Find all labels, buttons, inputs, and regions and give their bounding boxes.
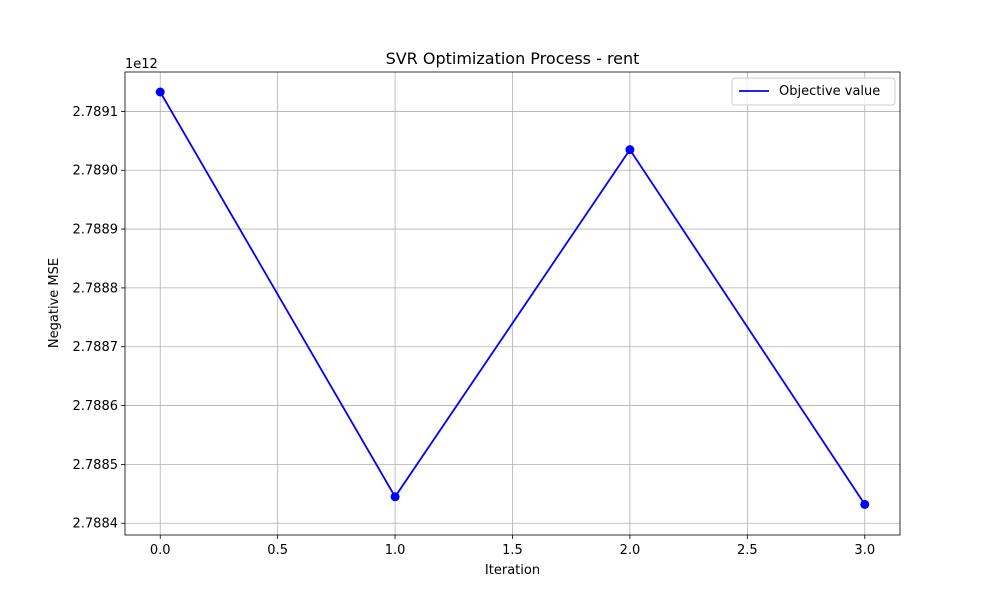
y-tick-label: 2.7889	[73, 223, 119, 238]
legend-box	[731, 77, 896, 106]
y-tick-label: 2.7888	[73, 281, 119, 296]
data-point	[390, 492, 400, 502]
chart-title: SVR Optimization Process - rent	[386, 49, 640, 68]
x-tick-label: 2.5	[737, 543, 758, 558]
x-axis-label: Iteration	[485, 563, 540, 578]
data-point	[625, 145, 635, 155]
axis-ticks: 0.0 0.5 1.0 1.5 2.0 2.5 3.0 2.7884 2.7885 2.7886 2…	[73, 105, 876, 558]
x-tick-label: 2.0	[620, 543, 641, 558]
y-axis-offset-label: 1e12	[125, 57, 158, 72]
legend-label: Objective value	[779, 84, 880, 99]
x-tick-label: 1.5	[502, 543, 523, 558]
x-tick-label: 0.5	[267, 543, 288, 558]
x-tick-label: 1.0	[385, 543, 406, 558]
y-tick-label: 2.7890	[73, 164, 119, 179]
y-tick-label: 2.7884	[73, 517, 119, 532]
data-point	[155, 87, 165, 97]
legend: Objective value	[731, 77, 896, 106]
plot-data	[155, 87, 870, 509]
y-tick-label: 2.7887	[73, 340, 119, 355]
series-line	[159, 91, 866, 505]
x-tick-label: 3.0	[854, 543, 875, 558]
y-tick-label: 2.7891	[73, 105, 119, 120]
y-tick-label: 2.7886	[73, 399, 119, 414]
data-point	[860, 499, 870, 509]
y-tick-label: 2.7885	[73, 458, 119, 473]
y-axis-label: Negative MSE	[47, 258, 62, 348]
grid	[125, 72, 900, 535]
x-tick-label: 0.0	[150, 543, 171, 558]
